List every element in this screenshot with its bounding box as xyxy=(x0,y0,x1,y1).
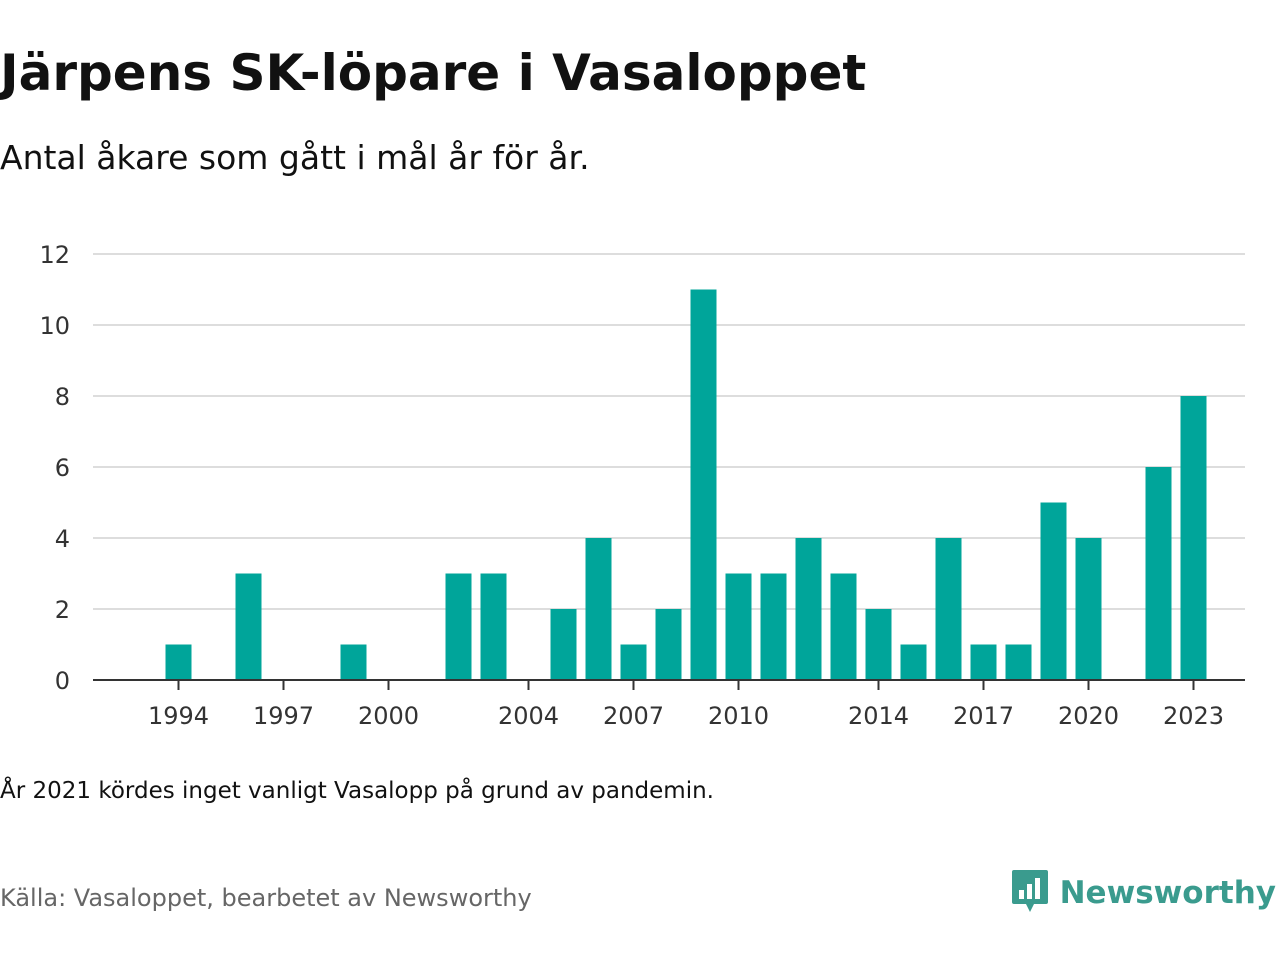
bar-1996 xyxy=(235,573,262,680)
x-tick-label: 2023 xyxy=(1163,702,1224,730)
x-axis xyxy=(93,679,1245,690)
x-tick-label: 1997 xyxy=(253,702,314,730)
y-tick-label: 8 xyxy=(55,383,70,411)
bar-2003 xyxy=(480,573,507,680)
x-tick-label: 1994 xyxy=(148,702,209,730)
chart-subtitle: Antal åkare som gått i mål år för år. xyxy=(0,138,590,177)
x-tick-label: 2007 xyxy=(603,702,664,730)
bar-2017 xyxy=(970,644,997,680)
newsworthy-logo[interactable]: Newsworthy xyxy=(1010,868,1276,918)
bar-2009 xyxy=(690,289,717,680)
bars xyxy=(165,289,1207,680)
x-tick-labels: 1994 1997 2000 2004 2007 2010 2014 2017 2020 2023 xyxy=(148,702,1224,730)
bar-2022 xyxy=(1145,467,1172,680)
y-tick-labels: 0 2 4 6 8 10 12 xyxy=(39,241,70,695)
x-tick-label: 2014 xyxy=(848,702,909,730)
x-tick-label: 2017 xyxy=(953,702,1014,730)
x-tick-label: 2000 xyxy=(358,702,419,730)
bar-2011 xyxy=(760,573,787,680)
grid-lines xyxy=(93,253,1245,610)
bar-2018 xyxy=(1005,644,1032,680)
chart-title: Järpens SK-löpare i Vasaloppet xyxy=(0,44,867,102)
brand-name: Newsworthy xyxy=(1059,875,1276,911)
bar-2006 xyxy=(585,538,612,680)
x-tick-label: 2020 xyxy=(1058,702,1119,730)
bar-2012 xyxy=(795,538,822,680)
chart-note: År 2021 kördes inget vanligt Vasalopp på… xyxy=(0,778,714,804)
source-text: Källa: Vasaloppet, bearbetet av Newswort… xyxy=(0,884,532,912)
bar-2008 xyxy=(655,609,682,680)
bar-2020 xyxy=(1075,538,1102,680)
bar-chart: 0 2 4 6 8 10 12 1994 1997 2000 2004 2007 2010 2014 20… xyxy=(39,241,1245,730)
y-tick-label: 6 xyxy=(55,454,70,482)
y-tick-label: 0 xyxy=(55,667,70,695)
y-tick-label: 4 xyxy=(55,525,70,553)
bar-2013 xyxy=(830,573,857,680)
bar-2002 xyxy=(445,573,472,680)
y-tick-label: 2 xyxy=(55,596,70,624)
newsworthy-logo-icon xyxy=(1011,870,1048,912)
x-tick-label: 2010 xyxy=(708,702,769,730)
bar-2023 xyxy=(1180,396,1207,680)
bar-1999 xyxy=(340,644,367,680)
bar-2005 xyxy=(550,609,577,680)
bar-2010 xyxy=(725,573,752,680)
y-tick-label: 12 xyxy=(39,241,70,269)
x-tick-label: 2004 xyxy=(498,702,559,730)
y-tick-label: 10 xyxy=(39,312,70,340)
bar-2015 xyxy=(900,644,927,680)
bar-2019 xyxy=(1040,502,1067,680)
bar-2014 xyxy=(865,609,892,680)
bar-2016 xyxy=(935,538,962,680)
bar-2007 xyxy=(620,644,647,680)
bar-1994 xyxy=(165,644,192,680)
